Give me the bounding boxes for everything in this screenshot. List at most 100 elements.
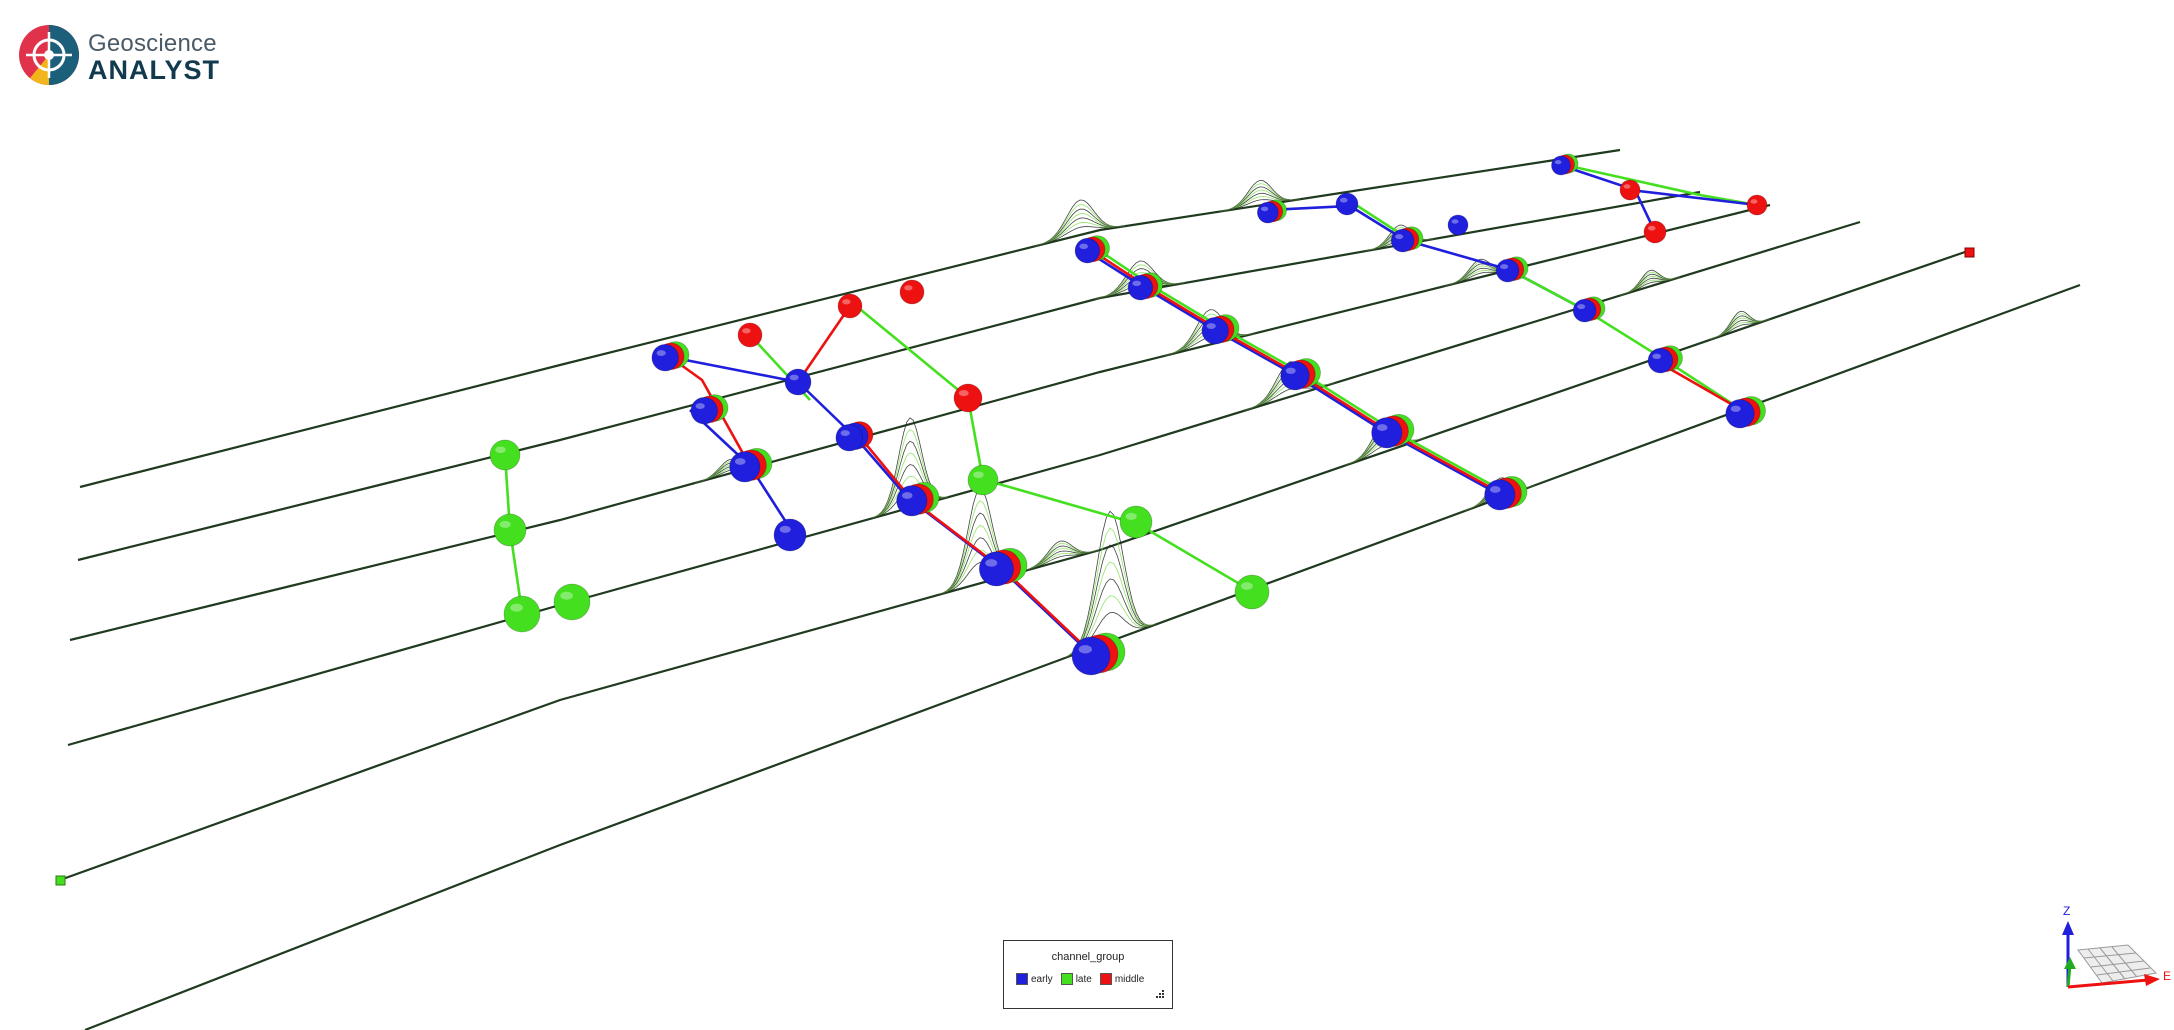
anomaly-marker-sphere (1074, 237, 1101, 264)
connection-line-late (854, 303, 969, 400)
anomaly-marker-sphere (1280, 361, 1310, 391)
connection-line-middle (858, 436, 1100, 661)
anomaly-trace-curves (694, 179, 1771, 659)
anomaly-trace (1034, 225, 1126, 247)
anomaly-marker-sphere (690, 397, 718, 425)
marker-highlight (1339, 197, 1348, 203)
profile-line (84, 283, 2081, 1030)
anomaly-marker-sphere (1484, 479, 1516, 511)
marker-highlight (1206, 323, 1216, 329)
profile-line (79, 148, 1621, 489)
connection-line-middle (796, 305, 852, 383)
profile-line (59, 250, 1966, 882)
marker-highlight (1125, 512, 1137, 520)
marker-highlight (1079, 243, 1089, 250)
profile-line (67, 220, 1861, 747)
anomaly-marker-sphere (1725, 399, 1755, 429)
anomaly-marker-sphere (1447, 214, 1469, 236)
marker-highlight (1240, 582, 1253, 590)
anomaly-marker-sphere (737, 322, 763, 348)
profile-line (69, 203, 1771, 642)
anomaly-marker-sphere (1619, 179, 1641, 201)
logo-text-geoscience: Geoscience (88, 30, 217, 57)
z-axis-arrow-icon (2062, 921, 2074, 935)
marker-highlight (695, 403, 705, 409)
anomaly-marker-sphere (1127, 274, 1154, 301)
marker-highlight (1489, 486, 1501, 493)
logo-mark-icon (19, 25, 79, 85)
geoscience-analyst-logo: Geoscience ANALYST (18, 24, 228, 88)
anomaly-marker-sphere (651, 344, 679, 372)
anomaly-marker-sphere (1551, 155, 1571, 176)
marker-highlight (1261, 206, 1269, 212)
legend-item-middle: middle (1099, 973, 1145, 985)
legend-label-late: late (1075, 973, 1092, 985)
anomaly-trace (1619, 276, 1681, 296)
start-marker (55, 875, 66, 886)
anomaly-trace (1219, 198, 1301, 212)
anomaly-marker-sphere (1390, 228, 1415, 253)
legend-label-middle: middle (1114, 973, 1145, 985)
anomaly-marker-sphere (1335, 192, 1359, 216)
legend-resize-grip-icon[interactable] (1156, 990, 1164, 998)
anomaly-marker-sphere (1201, 317, 1229, 345)
legend-label-early: early (1031, 973, 1053, 985)
legend-item-early: early (1016, 973, 1053, 985)
marker-highlight (1647, 225, 1656, 231)
marker-highlight (495, 446, 506, 454)
marker-highlight (1078, 645, 1092, 654)
survey-profile-lines (59, 148, 2081, 1030)
anomaly-marker-sphere (553, 583, 591, 621)
marker-highlight (510, 603, 523, 612)
anomaly-trace (1034, 204, 1126, 247)
z-axis-label: Z (2063, 904, 2070, 918)
marker-highlight (1451, 219, 1459, 224)
connection-line-late (1509, 268, 1746, 414)
line-end-markers (55, 247, 1975, 886)
connection-line-early (1629, 188, 1758, 207)
marker-highlight (1500, 264, 1509, 270)
marker-highlight (1376, 424, 1388, 431)
anomaly-marker-sphere (837, 293, 863, 319)
anomaly-marker-sphere (729, 451, 761, 483)
marker-highlight (842, 299, 851, 305)
marker-highlight (904, 285, 913, 291)
marker-highlight (985, 559, 998, 567)
anomaly-marker-sphere (773, 518, 807, 552)
connection-line-late (984, 478, 1256, 595)
marker-highlight (1652, 353, 1662, 360)
legend-swatch-early (1016, 973, 1028, 985)
anomaly-marker-sphere (1746, 194, 1768, 216)
marker-highlight (1623, 184, 1631, 189)
anomaly-marker-sphere (978, 551, 1014, 587)
anomaly-marker-sphere (1647, 347, 1674, 374)
anomaly-marker-sphere (1495, 258, 1520, 283)
anomaly-marker-sphere (953, 383, 983, 413)
anomaly-marker-sphere (1572, 298, 1597, 323)
marker-highlight (1577, 304, 1586, 310)
marker-highlight (779, 525, 791, 533)
anomaly-trace (1709, 318, 1771, 341)
marker-highlight (560, 591, 573, 600)
anomaly-marker-sphere (784, 368, 812, 396)
legend-swatch-middle (1099, 973, 1112, 985)
anomaly-marker-sphere (835, 424, 863, 452)
end-marker (1964, 247, 1975, 258)
legend-swatch-late (1060, 973, 1073, 985)
anomaly-marker-sphere (503, 595, 541, 633)
marker-highlight (1750, 199, 1758, 204)
e-axis (2067, 978, 2149, 989)
channel-group-legend[interactable]: channel_group early late middle (1003, 940, 1173, 1009)
anomaly-marker-sphere (1643, 220, 1667, 244)
legend-item-late: late (1060, 973, 1092, 985)
marker-highlight (840, 430, 850, 436)
anomaly-marker-sphere (493, 513, 527, 547)
marker-highlight (973, 471, 984, 479)
anomaly-marker-sphere (1119, 505, 1153, 539)
marker-highlight (499, 520, 511, 528)
anomaly-marker-sphere (896, 485, 928, 517)
marker-highlight (1395, 234, 1404, 240)
marker-highlight (789, 374, 799, 381)
axes-grid (2077, 944, 2158, 984)
